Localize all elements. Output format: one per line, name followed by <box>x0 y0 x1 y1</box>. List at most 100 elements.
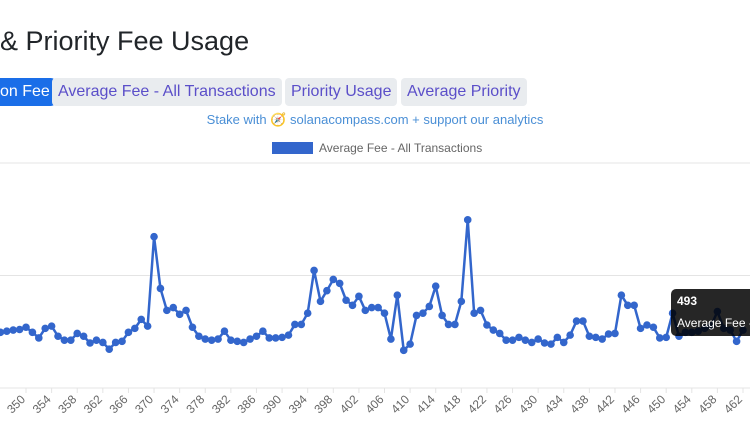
x-tick-label: 386 <box>235 392 259 416</box>
point <box>643 321 651 329</box>
point <box>67 336 75 344</box>
tab[interactable]: on Fee <box>0 78 56 106</box>
point <box>201 335 210 343</box>
x-tick-label: 438 <box>567 392 591 416</box>
page-title: & Priority Fee Usage <box>0 26 250 56</box>
point <box>220 327 229 335</box>
point <box>195 332 203 341</box>
x-tick-label: 410 <box>388 392 412 416</box>
x-tick-label: 390 <box>260 392 284 416</box>
tab[interactable]: Average Fee - All Transactions <box>52 78 282 106</box>
point <box>387 335 395 343</box>
point <box>342 296 350 305</box>
point <box>495 329 504 338</box>
point <box>630 301 638 310</box>
point <box>566 331 574 339</box>
point <box>636 324 645 333</box>
x-tick-label: 354 <box>30 392 54 416</box>
point <box>489 326 498 334</box>
point <box>150 232 158 241</box>
tooltip-body: Average Fee - All Transactions <box>677 316 750 330</box>
point <box>265 334 274 342</box>
point <box>111 338 120 347</box>
point <box>732 337 741 346</box>
point <box>239 338 248 347</box>
point <box>73 329 82 338</box>
x-tick-label: 434 <box>542 392 566 416</box>
x-tick-label: 366 <box>106 392 130 416</box>
point <box>553 333 562 342</box>
point <box>604 330 613 338</box>
point <box>585 332 594 341</box>
point <box>393 291 402 299</box>
x-tick-label: 422 <box>465 392 489 416</box>
point <box>534 335 542 343</box>
point <box>559 338 568 347</box>
point <box>143 322 152 330</box>
point <box>662 333 670 342</box>
x-tick-label: 430 <box>516 392 540 416</box>
tab[interactable]: Average Priority <box>401 78 527 106</box>
point <box>655 334 664 342</box>
point <box>527 338 536 347</box>
point <box>374 303 382 312</box>
point <box>323 286 331 295</box>
point <box>623 301 632 310</box>
x-tick-label: 462 <box>721 392 745 416</box>
point <box>22 323 30 332</box>
x-tick-label: 454 <box>670 392 694 416</box>
point <box>367 303 376 312</box>
tooltip-box <box>671 289 750 336</box>
point <box>470 309 478 317</box>
point <box>463 216 472 224</box>
point <box>572 317 581 325</box>
line <box>0 218 745 352</box>
point <box>591 333 600 342</box>
x-tick-label: 450 <box>644 392 668 416</box>
point <box>335 279 344 288</box>
point <box>380 309 389 317</box>
point <box>502 336 510 344</box>
point <box>188 323 197 332</box>
x-tick-label: 382 <box>209 392 233 416</box>
point <box>547 340 555 348</box>
point <box>99 338 107 347</box>
point <box>278 333 286 342</box>
point <box>246 335 254 343</box>
point <box>611 329 619 338</box>
point <box>316 297 325 306</box>
point <box>156 284 165 293</box>
point <box>508 336 517 344</box>
tooltip: 493 Average Fee - All Transactions <box>671 289 750 336</box>
point <box>54 332 62 341</box>
point <box>521 336 530 344</box>
legend-label: Average Fee - All Transactions <box>319 141 482 155</box>
point <box>291 320 299 329</box>
support-note[interactable]: Stake with 🧭 solanacompass.com + support… <box>206 112 544 127</box>
point <box>406 340 414 348</box>
point <box>252 332 261 341</box>
point <box>303 309 312 317</box>
point <box>259 327 267 335</box>
tab[interactable]: Priority Usage <box>285 78 398 106</box>
x-tick-label: 370 <box>132 392 156 416</box>
x-tick-label: 350 <box>4 392 28 416</box>
point <box>207 336 216 344</box>
x-tick-label: 442 <box>593 392 617 416</box>
point <box>419 309 427 317</box>
point <box>124 328 133 337</box>
x-tick-label: 406 <box>363 392 387 416</box>
x-tick-label: 398 <box>311 392 335 416</box>
point <box>92 336 101 344</box>
point <box>649 323 658 332</box>
point <box>9 326 18 334</box>
x-tick-label: 402 <box>337 392 361 416</box>
point <box>579 317 587 325</box>
x-tick-label: 458 <box>695 392 719 416</box>
x-tick-label: 362 <box>81 392 105 416</box>
point <box>617 291 626 299</box>
point <box>438 311 446 320</box>
point <box>425 302 434 311</box>
